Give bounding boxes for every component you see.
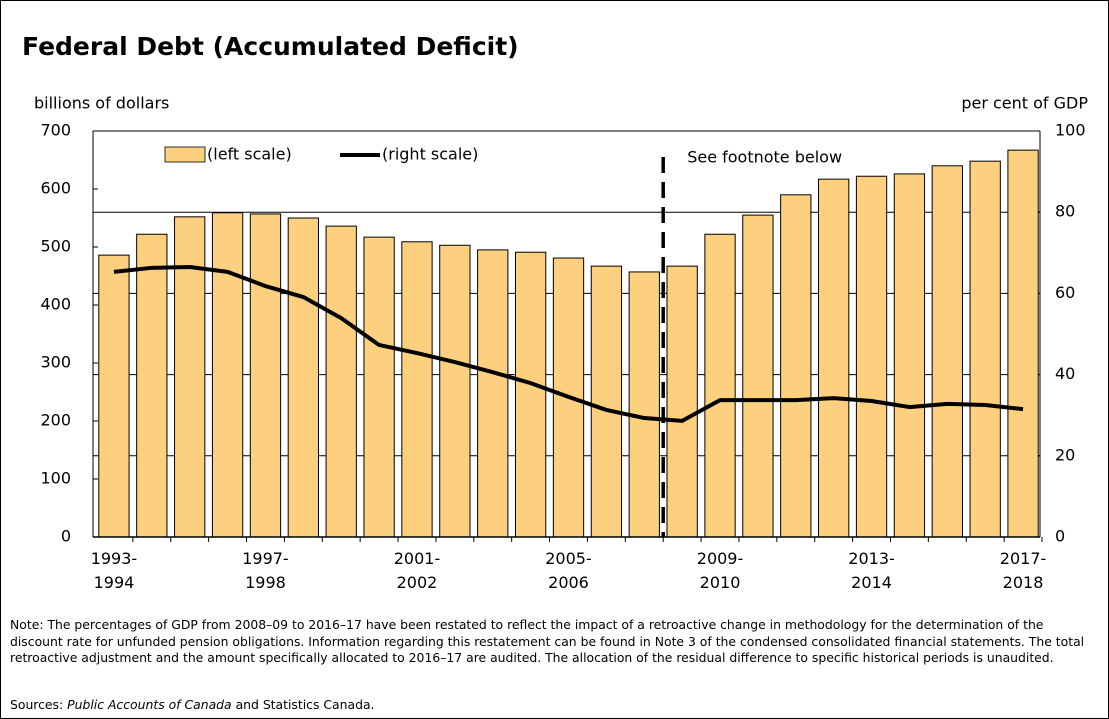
bar	[136, 233, 168, 538]
x-tick-label: 2001- 2002	[393, 549, 441, 592]
y-tick-label: 400	[40, 295, 71, 314]
bar	[211, 212, 244, 538]
bar	[704, 233, 736, 538]
y-tick-label: 300	[40, 353, 71, 372]
bar	[174, 216, 206, 538]
bar	[666, 265, 698, 538]
annotation: See footnote below	[687, 148, 842, 167]
x-tick-label: 2017- 2018	[999, 549, 1047, 592]
bar	[439, 244, 471, 538]
y-tick-label: 0	[61, 527, 71, 546]
legend-label: (right scale)	[382, 145, 478, 164]
bar	[855, 175, 888, 538]
bar	[325, 225, 357, 538]
x-tick-label: 2009- 2010	[696, 549, 744, 592]
sources-text: Sources:	[10, 697, 68, 712]
y-axis-label: billions of dollars	[34, 94, 169, 113]
bar	[780, 194, 812, 538]
bar	[818, 178, 850, 538]
y-tick-label: 200	[40, 411, 71, 430]
bar	[969, 160, 1001, 538]
sources-text: and Statistics Canada.	[231, 697, 375, 712]
bar	[1007, 149, 1039, 538]
chart-title: Federal Debt (Accumulated Deficit)	[22, 32, 519, 61]
y2-tick-label: 20	[1055, 445, 1075, 464]
bar	[590, 265, 623, 538]
bar	[98, 254, 130, 538]
bar	[287, 217, 319, 538]
bar	[249, 213, 282, 538]
bar	[931, 165, 963, 538]
sources-italic: Public Accounts of Canada	[67, 697, 232, 712]
x-tick-label: 1997- 1998	[242, 549, 289, 592]
bar	[514, 251, 547, 538]
line	[113, 265, 1024, 423]
bar	[742, 214, 774, 538]
bar	[363, 236, 395, 538]
y2-tick-label: 0	[1055, 527, 1065, 546]
x-tick-label: 2005- 2006	[545, 549, 592, 592]
bar	[893, 173, 926, 538]
sources: Sources: Public Accounts of Canada and S…	[10, 697, 374, 712]
y2-tick-label: 100	[1055, 121, 1086, 140]
y-tick-label: 600	[40, 179, 71, 198]
y2-axis-label: per cent of GDP	[961, 94, 1088, 113]
x-tick-label: 1993- 1994	[90, 549, 138, 592]
bar	[401, 241, 433, 538]
y2-tick-label: 80	[1055, 202, 1075, 221]
x-tick-label: 2013- 2014	[848, 549, 895, 592]
y-tick-label: 100	[40, 469, 71, 488]
bar	[477, 249, 509, 538]
legend-label: (left scale)	[207, 145, 292, 164]
y2-tick-label: 60	[1055, 283, 1075, 302]
y-tick-label: 700	[40, 121, 71, 140]
bar	[628, 271, 660, 538]
legend-swatch	[164, 146, 206, 163]
y-tick-label: 500	[40, 237, 71, 256]
y2-tick-label: 40	[1055, 364, 1075, 383]
note: Note: The percentages of GDP from 2008–0…	[10, 617, 1085, 665]
